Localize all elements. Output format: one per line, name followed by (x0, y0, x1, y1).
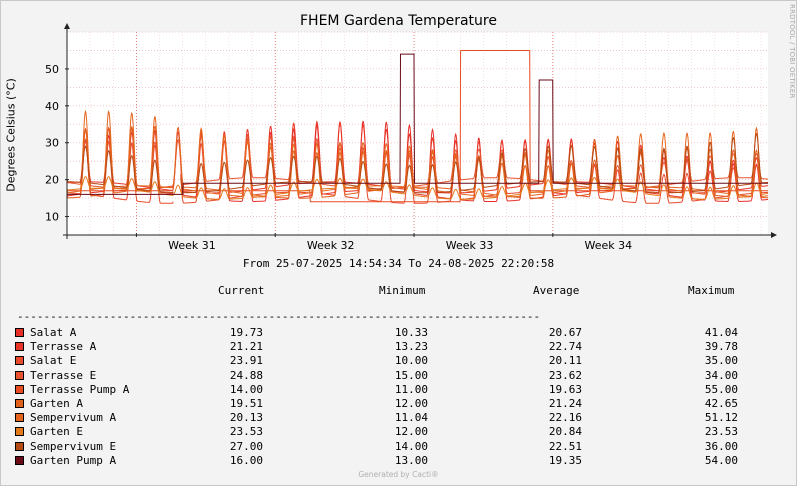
axes: 10 20 30 40 50 Week 31 Week 32 Week 33 Week 34 (45, 23, 777, 250)
legend-minimum-value: 12.00 (394, 397, 428, 410)
legend-row: Terrasse A 21.21 13.23 22.74 39.78 (0, 340, 797, 354)
chart-title: FHEM Gardena Temperature (300, 13, 497, 29)
series-line-garten-pump-a (67, 53, 768, 195)
legend-swatch (15, 413, 24, 423)
legend-current-value: 19.73 (229, 326, 263, 339)
legend-maximum-value: 39.78 (704, 340, 738, 354)
legend-row: Salat E 23.91 10.00 20.11 35.00 (0, 354, 797, 368)
header-minimum: Minimum (379, 284, 426, 297)
legend-series-name: Salat E (30, 354, 77, 368)
legend-series-name: Garten Pump A (30, 453, 117, 467)
legend-row: Salat A 19.73 10.33 20.67 41.04 (0, 326, 797, 340)
chart-svg: 10 20 30 40 50 Week 31 Week 32 Week 33 Week 34 (45, 23, 777, 250)
legend-row: Garten A 19.51 12.00 21.24 42.65 (0, 397, 797, 411)
y-tick-label: 30 (45, 137, 59, 150)
legend-minimum-value: 13.23 (394, 340, 428, 354)
legend-average-value: 20.11 (548, 354, 582, 368)
y-axis-arrow (64, 23, 70, 29)
legend-average-value: 19.63 (548, 382, 582, 396)
legend-series-name: Sempervivum A (30, 411, 117, 425)
legend-average-value: 22.74 (548, 340, 582, 354)
legend-maximum-value: 41.04 (704, 326, 738, 339)
legend-average-value: 22.51 (548, 439, 582, 453)
legend-average-value: 22.16 (548, 411, 582, 425)
legend-minimum-value: 14.00 (394, 439, 428, 453)
legend-swatch (15, 455, 24, 465)
legend-current-value: 20.13 (229, 411, 263, 425)
legend-current-value: 23.91 (229, 354, 263, 368)
time-range: From 25-07-2025 14:54:34 To 24-08-2025 2… (242, 257, 555, 270)
footer: Generated by Cacti® (358, 470, 439, 479)
legend-maximum-value: 36.00 (704, 439, 738, 453)
series-line-terrasse-a (66, 120, 769, 194)
legend-row: Garten Pump A 16.00 13.00 19.35 54.00 (0, 454, 797, 468)
legend-series-name: Garten A (30, 397, 83, 410)
y-tick-label: 50 (45, 63, 59, 76)
legend-series-name: Sempervivum E (30, 439, 117, 453)
legend-average-value: 20.84 (548, 425, 582, 439)
legend-swatch (15, 328, 24, 337)
x-tick-label: Week 31 (168, 239, 216, 250)
y-tick-label: 20 (45, 174, 59, 187)
legend-average-value: 19.35 (548, 453, 582, 467)
legend-swatch (15, 399, 24, 408)
legend-maximum-value: 34.00 (704, 368, 738, 382)
y-tick-label: 10 (45, 211, 59, 224)
plot-background (67, 32, 768, 235)
grid (67, 31, 768, 236)
x-tick-label: Week 33 (446, 239, 494, 250)
legend-swatch (15, 356, 24, 366)
legend-minimum-value: 12.00 (394, 425, 428, 439)
legend-swatch (15, 370, 24, 380)
legend-minimum-value: 10.33 (394, 326, 428, 339)
header-maximum: Maximum (688, 284, 735, 297)
legend-maximum-value: 23.53 (704, 425, 738, 439)
series-layer (66, 50, 769, 204)
legend-row: Sempervivum E 27.00 14.00 22.51 36.00 (0, 440, 797, 454)
series-line-terrasse-pump-a (67, 50, 768, 203)
legend-series-name: Terrasse E (30, 368, 97, 382)
legend-current-value: 27.00 (229, 439, 263, 453)
series-line-garten-e (66, 176, 769, 200)
legend-swatch (15, 441, 24, 451)
watermark-label: RRDTOOL / TOBI OETIKER (788, 4, 796, 99)
legend-current-value: 16.00 (229, 453, 263, 467)
legend-minimum-value: 10.00 (394, 354, 428, 368)
legend-series-name: Salat A (30, 326, 77, 339)
legend-current-value: 23.53 (229, 425, 263, 439)
legend-current-value: 14.00 (229, 382, 263, 396)
legend-series-name: Terrasse Pump A (30, 382, 130, 396)
legend-row: Garten E 23.53 12.00 20.84 23.53 (0, 425, 797, 439)
x-tick-label: Week 32 (307, 239, 355, 250)
legend-current-value: 19.51 (229, 397, 263, 410)
legend-swatch (15, 342, 24, 352)
legend-series-name: Terrasse A (30, 340, 97, 354)
x-axis-arrow (771, 232, 777, 238)
legend-series-name: Garten E (30, 425, 83, 439)
legend-average-value: 23.62 (548, 368, 582, 382)
legend-swatch (15, 427, 24, 437)
legend-minimum-value: 13.00 (394, 453, 428, 467)
y-tick-label: 40 (45, 100, 59, 113)
legend-average-value: 20.67 (548, 326, 582, 339)
legend-separator: ----------------------------------------… (17, 310, 541, 323)
legend-minimum-value: 15.00 (394, 368, 428, 382)
legend-minimum-value: 11.04 (394, 411, 428, 425)
legend-row: Sempervivum A 20.13 11.04 22.16 51.12 (0, 411, 797, 425)
legend-average-value: 21.24 (548, 397, 582, 410)
legend-maximum-value: 55.00 (704, 382, 738, 396)
legend-maximum-value: 42.65 (704, 397, 738, 410)
legend-maximum-value: 54.00 (704, 453, 738, 467)
legend-row: Terrasse Pump A 14.00 11.00 19.63 55.00 (0, 383, 797, 397)
header-current: Current (218, 284, 265, 297)
legend-current-value: 24.88 (229, 368, 263, 382)
legend-minimum-value: 11.00 (394, 382, 428, 396)
x-tick-label: Week 34 (585, 239, 633, 250)
legend-maximum-value: 35.00 (704, 354, 738, 368)
header-average: Average (533, 284, 580, 297)
legend-maximum-value: 51.12 (704, 411, 738, 425)
legend-swatch (15, 384, 24, 394)
legend-row: Terrasse E 24.88 15.00 23.62 34.00 (0, 369, 797, 383)
legend-current-value: 21.21 (229, 340, 263, 354)
